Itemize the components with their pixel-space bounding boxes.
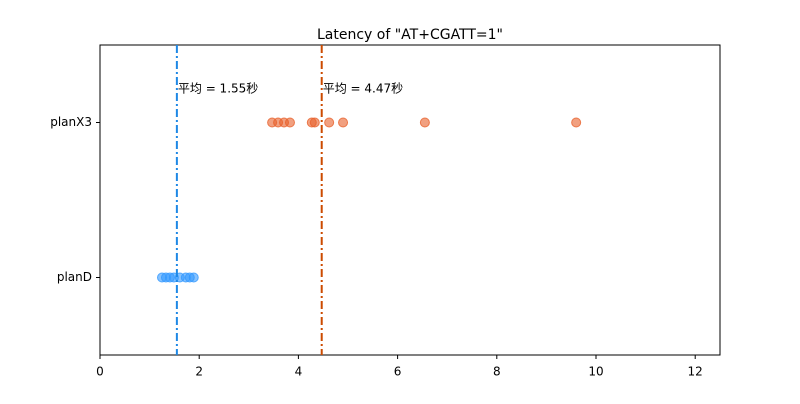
point: [419, 117, 430, 128]
x-tick-label: 12: [688, 365, 703, 379]
chart-title: Latency of "AT+CGATT=1": [317, 27, 503, 43]
point: [309, 117, 320, 128]
x-tick-label: 2: [195, 365, 203, 379]
x-tick-label: 8: [493, 365, 501, 379]
point: [324, 117, 335, 128]
y-tick-label: planD: [57, 270, 92, 284]
x-tick-label: 10: [588, 365, 603, 379]
point: [571, 117, 582, 128]
mean-label: 平均 = 4.47秒: [323, 82, 403, 96]
plot-area: [99, 44, 721, 356]
mean-label: 平均 = 1.55秒: [178, 82, 258, 96]
point: [338, 117, 349, 128]
x-tick-label: 4: [295, 365, 303, 379]
x-tick-label: 6: [394, 365, 402, 379]
point: [188, 272, 199, 283]
x-tick-label: 0: [96, 365, 104, 379]
point: [284, 117, 295, 128]
y-tick-label: planX3: [50, 115, 92, 129]
